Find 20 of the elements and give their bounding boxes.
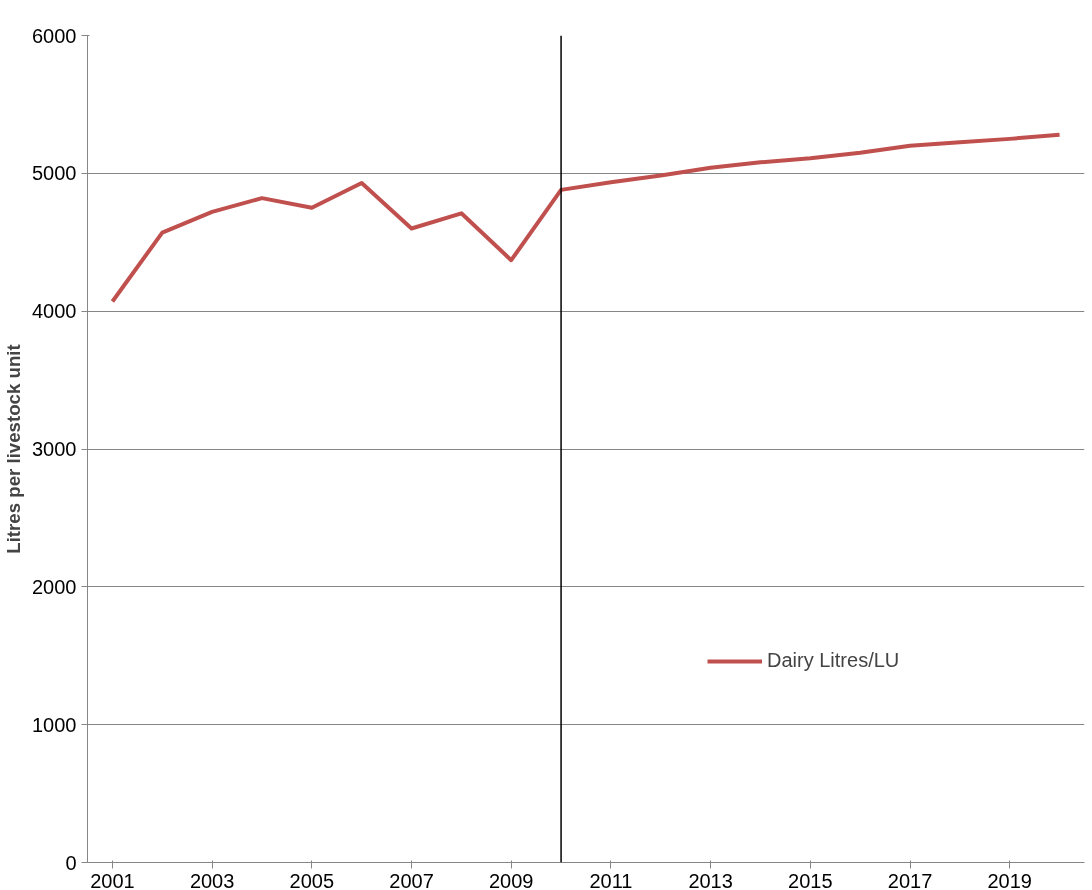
y-tick-label: 6000 xyxy=(32,24,77,47)
y-tick-label: 1000 xyxy=(32,713,77,736)
x-tick-label: 2015 xyxy=(788,869,833,890)
legend-label: Dairy Litres/LU xyxy=(767,649,900,672)
x-tick-label: 2001 xyxy=(90,869,135,890)
y-tick-label: 5000 xyxy=(32,162,77,185)
y-tick-label: 3000 xyxy=(32,438,77,460)
y-tick-label: 4000 xyxy=(32,300,77,323)
x-tick-label: 2009 xyxy=(488,869,534,890)
x-tick-label: 2007 xyxy=(389,869,434,890)
x-tick-label: 2003 xyxy=(189,869,235,890)
x-tick-label: 2019 xyxy=(987,869,1032,890)
y-tick-label: 2000 xyxy=(32,575,77,598)
y-tick-label: 0 xyxy=(65,851,77,874)
line-series xyxy=(110,132,1062,304)
x-tick-label: 2011 xyxy=(589,869,633,890)
x-tick-label: 2017 xyxy=(887,869,933,890)
x-tick-label: 2013 xyxy=(688,869,733,890)
x-tick-label: 2005 xyxy=(289,869,335,890)
y-axis-title: Litres per livestock unit xyxy=(3,344,25,554)
